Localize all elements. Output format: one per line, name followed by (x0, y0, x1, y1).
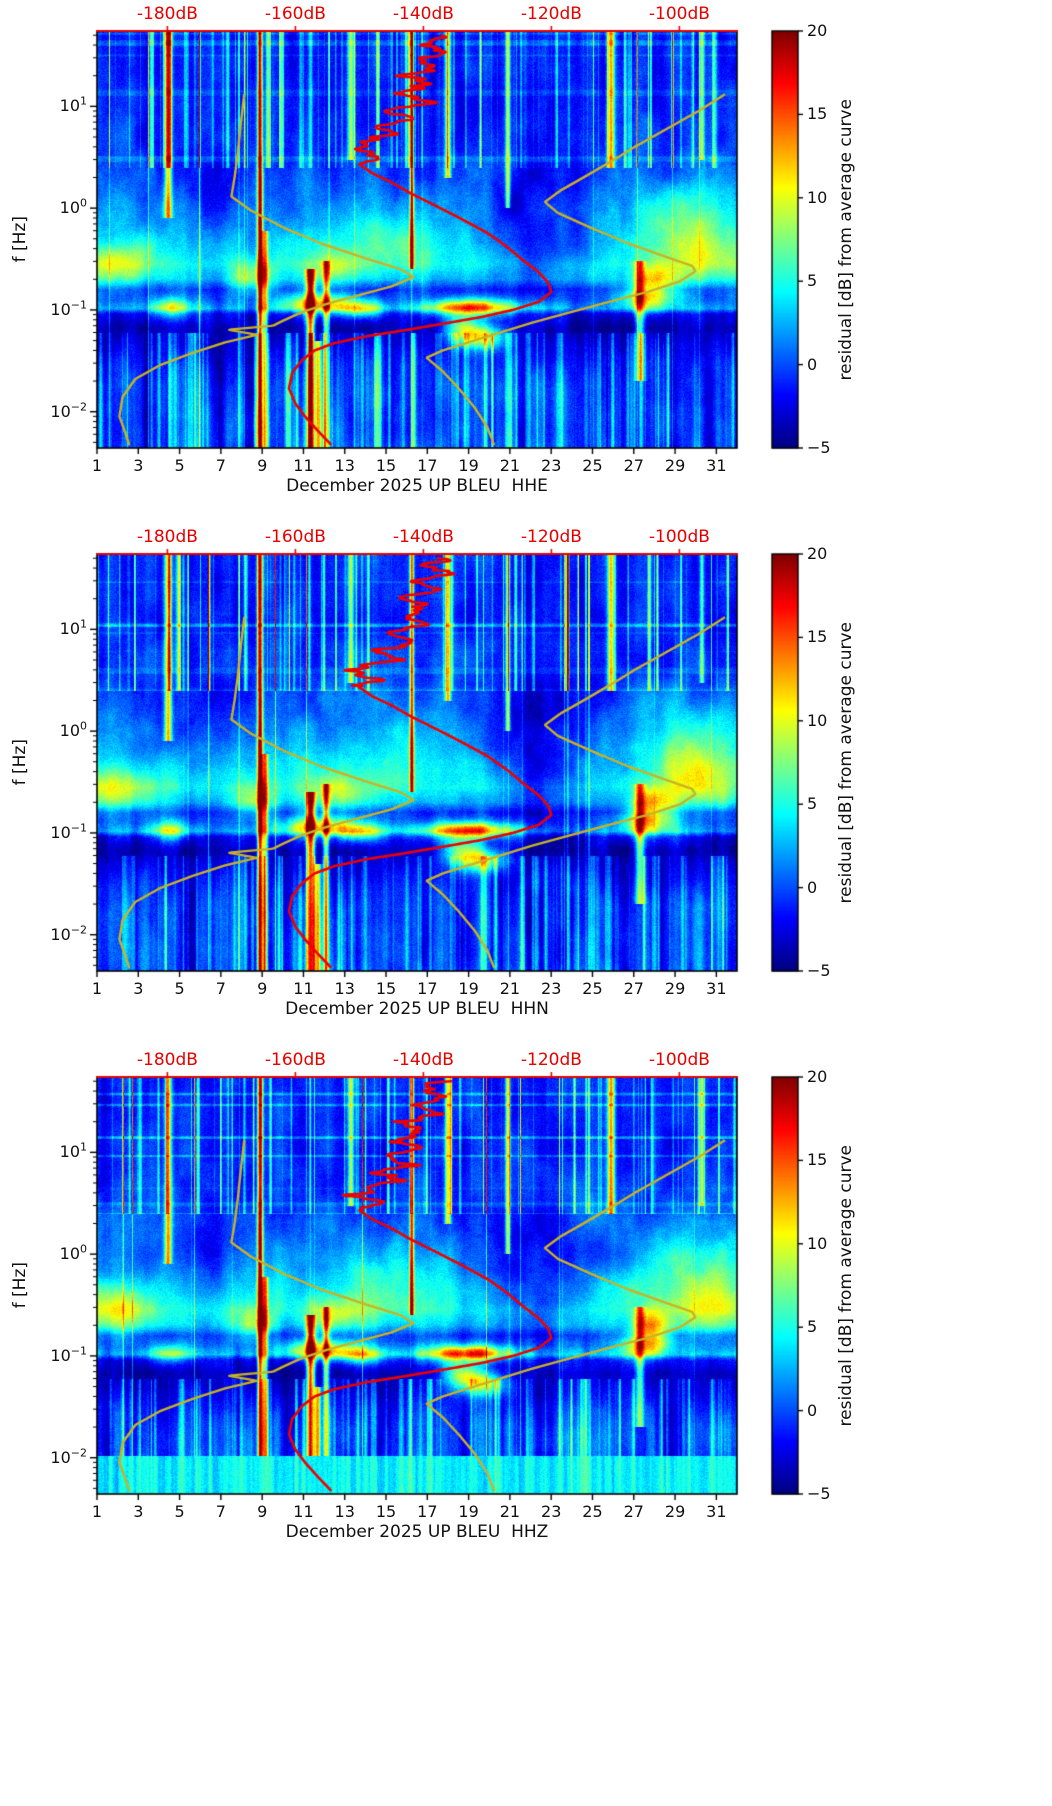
spectrogram-panel-hhn: -180dB -160dB -140dB -120dB -100dB 1 3 5 7 9 11 13 1… (0, 523, 1052, 1046)
spectrogram-canvas-hhz (0, 1046, 1052, 1569)
x-axis-title-hhz: December 2025 UP BLEU HHZ (285, 1522, 549, 1542)
x-axis-title-hhn: December 2025 UP BLEU HHN (285, 999, 549, 1019)
spectrogram-canvas-hhn (0, 523, 1052, 1046)
y-axis-label-text: f [Hz] (10, 1262, 30, 1309)
y-axis-label-text: f [Hz] (10, 739, 30, 786)
spectrogram-canvas-hhe (0, 0, 1052, 523)
x-axis-title-hhe: December 2025 UP BLEU HHE (286, 476, 548, 496)
spectrogram-panel-hhe: -180dB -160dB -140dB -120dB -100dB 1 3 5 7 9 11 13 1… (0, 0, 1052, 523)
colorbar-label-text: residual [dB] from average curve (836, 621, 856, 904)
colorbar-label: residual [dB] from average curve (836, 31, 856, 448)
y-axis-label-text: f [Hz] (10, 216, 30, 263)
colorbar-label: residual [dB] from average curve (836, 554, 856, 971)
y-axis-label: f [Hz] (10, 554, 30, 971)
colorbar-label-text: residual [dB] from average curve (836, 1144, 856, 1427)
colorbar-label: residual [dB] from average curve (836, 1077, 856, 1494)
y-axis-label: f [Hz] (10, 1077, 30, 1494)
spectrogram-panel-hhz: -180dB -160dB -140dB -120dB -100dB 1 3 5 7 9 11 13 1… (0, 1046, 1052, 1569)
y-axis-label: f [Hz] (10, 31, 30, 448)
colorbar-label-text: residual [dB] from average curve (836, 98, 856, 381)
